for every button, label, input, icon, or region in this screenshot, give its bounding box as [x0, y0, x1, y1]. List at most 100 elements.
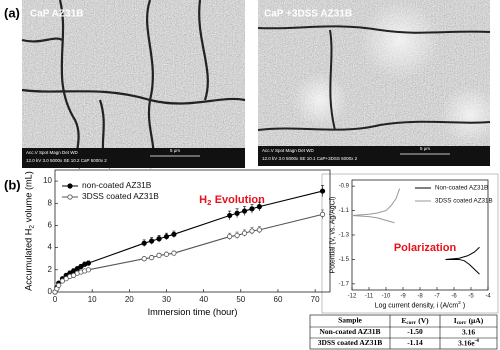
panel-label: (b): [4, 177, 21, 192]
y-tick-label: 8: [48, 198, 53, 207]
data-point: [156, 252, 162, 258]
chart-title-sub: 2: [207, 198, 211, 207]
data-point: [59, 278, 66, 284]
x-tick-label: 50: [236, 295, 245, 304]
series-line: [54, 213, 323, 293]
data-point: [149, 238, 155, 244]
table-cell-sup: -4: [475, 338, 480, 344]
image-info: 12.0 kV 3.0 5000x SE 10.1 CaP+3DSS 5000x…: [262, 156, 358, 161]
panel-label: (a): [4, 5, 20, 20]
data-point: [149, 255, 155, 261]
data-point: [241, 208, 248, 214]
data-point: [156, 236, 162, 242]
x-axis-label: Immersion time (hour): [148, 307, 238, 317]
image-label: CaP AZ31B: [30, 9, 83, 20]
x-tick-label: -12: [348, 294, 357, 300]
series-line: [445, 246, 480, 275]
data-point: [241, 230, 248, 236]
data-point: [163, 251, 170, 257]
data-point: [163, 233, 170, 240]
data-point: [249, 206, 255, 212]
table-header-sub: corr: [457, 320, 467, 326]
data-point: [85, 267, 92, 273]
y-tick-label: 6: [48, 221, 53, 230]
data-point: [319, 211, 326, 217]
x-tick-label: -5: [468, 294, 474, 300]
data-point: [141, 240, 147, 246]
legend-label: 3DSS coated AZ31B: [435, 198, 493, 205]
table-cell: -1.50: [407, 327, 423, 336]
y-axis-label-part: Accumulated H: [24, 229, 34, 291]
data-point: [249, 228, 255, 234]
x-tick-label: -4: [485, 294, 491, 300]
image-label: CaP +3DSS AZ31B: [264, 9, 352, 20]
table-header: Ecorr (V): [401, 316, 429, 326]
data-point: [56, 282, 62, 288]
table-header-part: E: [401, 316, 406, 325]
data-point: [227, 212, 233, 219]
x-axis-label-part: Log current density, i (A/cm: [375, 302, 459, 309]
x-tick-label: -9: [400, 294, 406, 300]
legend-label: non-coated AZ31B: [82, 180, 152, 190]
legend-marker: [67, 183, 73, 189]
x-tick-label: 70: [311, 295, 320, 304]
data-point: [227, 233, 233, 240]
y-axis-label: Potential (V, vs. Ag/AgCl): [330, 197, 337, 274]
table-header-part: (V): [418, 316, 429, 325]
table-header-part: I: [454, 316, 457, 325]
table-cell-part: 3.16: [462, 327, 475, 336]
table-cell: 3.16: [462, 327, 475, 336]
x-tick-label: -10: [382, 294, 391, 300]
table-header: Icorr (μA): [454, 316, 484, 326]
plot-frame: [54, 169, 331, 293]
data-point: [63, 276, 69, 282]
data-point: [234, 210, 240, 216]
y-tick-label: -1.7: [339, 281, 350, 287]
image-info: 12.0 kV 3.0 5000x SE 10.2 CaP 5000x 2: [26, 158, 107, 163]
y-tick-label: -1.3: [339, 233, 350, 239]
table-cell: Non-coated AZ31B: [319, 327, 380, 336]
table-cell: -1.14: [407, 338, 423, 347]
x-tick-label: 30: [162, 295, 171, 304]
image-info: Acc.V Spot Magn Det WD: [262, 148, 315, 153]
y-tick-label: -1.1: [339, 208, 350, 214]
chart-title-part: Evolution: [215, 194, 265, 206]
x-tick-label: -6: [451, 294, 457, 300]
sem-image: CaP +3DSS AZ31B Acc.V Spot Magn Det WD 1…: [257, 0, 500, 166]
table-cell: 3.16e-4: [458, 338, 479, 347]
y-tick-label: 2: [48, 265, 53, 274]
chart-title-part: H: [199, 194, 207, 206]
scale-bar-label: 5 μm: [420, 146, 430, 151]
data-point: [85, 260, 92, 266]
y-tick-label: 0: [48, 287, 53, 296]
y-tick-label: 10: [43, 176, 52, 185]
x-tick-label: -7: [434, 294, 440, 300]
scale-bar-label: 5 μm: [170, 148, 180, 153]
table-cell-part: 3.16e: [458, 338, 475, 347]
legend-marker: [67, 194, 73, 200]
table-header-part: (μA): [469, 316, 484, 325]
table-frame: [309, 314, 498, 350]
x-tick-label: 40: [199, 295, 208, 304]
chart-title: H2 Evolution: [199, 194, 265, 207]
data-point: [141, 256, 147, 262]
table-header: Sample: [338, 316, 362, 325]
y-axis-label-part: volume (mL): [24, 171, 34, 222]
table-header-sub: corr: [406, 320, 416, 326]
data-point: [234, 232, 240, 239]
table-cell: 3DSS coated AZ31B: [318, 338, 383, 347]
chart-title: Polarization: [394, 242, 457, 254]
x-tick-label: 10: [88, 295, 97, 304]
sem-image: CaP AZ31B Acc.V Spot Magn Det WD 12.0 kV…: [21, 0, 246, 169]
data-point: [171, 231, 177, 237]
legend-label: 3DSS coated AZ31B: [82, 191, 159, 201]
y-axis-label-sub: 2: [28, 225, 35, 229]
image-info: Acc.V Spot Magn Det WD: [26, 150, 79, 155]
legend-label: Non-coated AZ31B: [435, 185, 488, 192]
x-axis-label-sup: 2: [458, 300, 461, 306]
y-axis-label: Accumulated H2 volume (mL): [24, 171, 36, 291]
x-tick-label: 0: [53, 295, 58, 304]
data-point: [70, 272, 77, 278]
y-tick-label: 4: [48, 243, 53, 252]
